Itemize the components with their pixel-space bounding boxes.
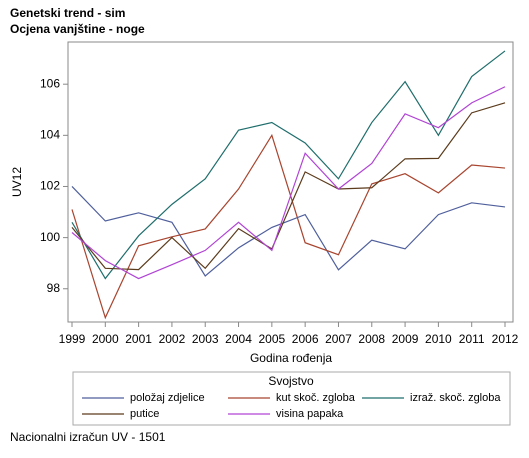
- series-line: [71, 102, 506, 271]
- footnote: Nacionalni izračun UV - 1501: [10, 430, 166, 444]
- x-tick-label: 2011: [459, 332, 485, 346]
- x-tick-label: 2007: [325, 332, 352, 346]
- x-tick-label: 2003: [192, 332, 219, 346]
- y-tick-label: 100: [40, 230, 60, 244]
- x-axis-label: Godina rođenja: [250, 351, 332, 365]
- x-tick-label: 2000: [92, 332, 119, 346]
- legend-label: visina papaka: [276, 408, 344, 420]
- legend-label: izraž. skoč. zgloba: [410, 392, 501, 404]
- legend-frame: [72, 371, 511, 426]
- legend-title: Svojstvo: [268, 374, 314, 388]
- series-line: [71, 133, 506, 320]
- legend-label: kut skoč. zgloba: [276, 392, 356, 404]
- x-tick-label: 2012: [492, 332, 519, 346]
- series-line: [71, 50, 506, 280]
- y-axis-label: UV12: [10, 167, 24, 197]
- series-line: [71, 186, 506, 277]
- x-tick-label: 1999: [59, 332, 86, 346]
- legend-label: položaj zdjelice: [130, 392, 205, 404]
- y-tick-label: 98: [47, 281, 61, 295]
- series-line: [71, 86, 506, 280]
- y-tick-label: 104: [40, 128, 60, 142]
- chart-subtitle: Ocjena vanjštine - noge: [10, 22, 145, 36]
- x-tick-label: 2009: [392, 332, 419, 346]
- x-tick-label: 2006: [292, 332, 319, 346]
- legend-label: putice: [130, 408, 159, 420]
- x-tick-label: 2008: [358, 332, 385, 346]
- x-tick-label: 2001: [125, 332, 152, 346]
- x-tick-label: 2004: [225, 332, 252, 346]
- y-tick-label: 106: [40, 76, 60, 90]
- chart-title: Genetski trend - sim: [10, 6, 125, 20]
- plot-frame: [67, 41, 514, 323]
- x-tick-label: 2002: [159, 332, 186, 346]
- x-tick-label: 2010: [425, 332, 452, 346]
- y-tick-label: 102: [40, 179, 60, 193]
- x-tick-label: 2005: [258, 332, 285, 346]
